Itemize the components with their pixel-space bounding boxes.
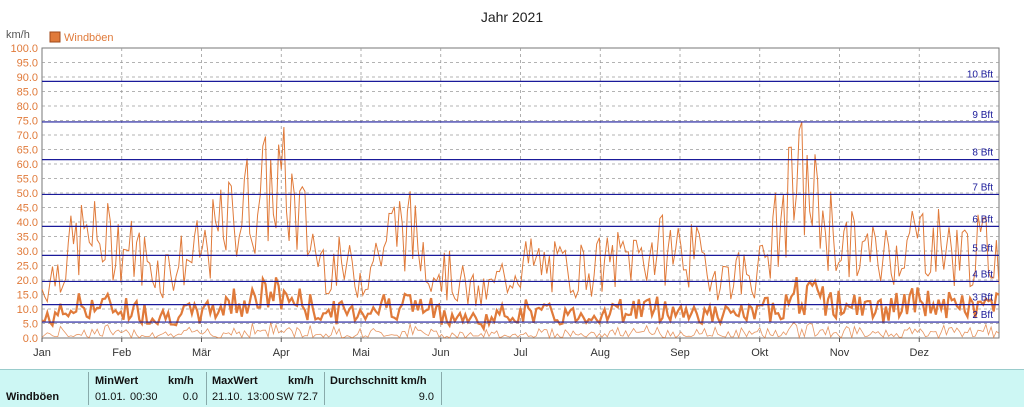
y-axis-unit: km/h [6,29,30,41]
beaufort-label: 10 Bft [967,69,993,80]
max-value: 72.7 [296,391,318,403]
y-tick-label: 0.0 [23,333,38,345]
y-tick-label: 80.0 [17,101,38,113]
beaufort-label: 2 Bft [972,310,993,321]
y-tick-label: 40.0 [17,217,38,229]
x-tick-label: Mai [352,347,370,359]
series-line-max [41,121,1000,307]
x-tick-label: Aug [590,347,610,359]
y-tick-label: 50.0 [17,188,38,200]
y-tick-label: 75.0 [17,116,38,128]
min-date: 01.01. [95,391,126,403]
x-tick-label: Jan [33,347,51,359]
x-tick-label: Jun [432,347,450,359]
y-tick-label: 55.0 [17,174,38,186]
avg-header: Durchschnitt km/h [330,375,427,387]
beaufort-label: 8 Bft [972,148,993,159]
min-value: 0.0 [182,391,198,403]
beaufort-label: 6 Bft [972,214,993,225]
y-tick-label: 30.0 [17,246,38,258]
max-unit: km/h [288,375,314,387]
y-tick-label: 15.0 [17,290,38,302]
y-tick-label: 90.0 [17,72,38,84]
max-time: 13:00 [247,391,275,403]
x-tick-label: Apr [273,347,290,359]
beaufort-label: 9 Bft [972,110,993,121]
chart-title: Jahr 2021 [481,9,543,25]
stats-divider [441,372,442,405]
x-tick-label: Dez [909,347,929,359]
beaufort-label: 4 Bft [972,269,993,280]
beaufort-label: 5 Bft [972,243,993,254]
max-date: 21.10. [212,391,243,403]
y-tick-label: 85.0 [17,87,38,99]
x-tick-label: Sep [670,347,690,359]
min-header: MinWert [95,375,139,387]
x-tick-label: Nov [830,347,850,359]
y-tick-label: 25.0 [17,261,38,273]
y-tick-label: 20.0 [17,275,38,287]
x-tick-label: Okt [751,347,768,359]
y-tick-label: 95.0 [17,58,38,70]
beaufort-label: 7 Bft [972,182,993,193]
stats-divider [88,372,89,405]
plot-area: 0.0 5.0 10.0 15.0 20.0 25.0 30.0 35.0 40.0 45.0 50… [10,43,1000,359]
x-tick-label: Feb [112,347,131,359]
series-line-min [41,321,1000,340]
wind-gust-chart: Jahr 2021 km/h Windböen 0.0 5.0 10.0 15.0 20… [6,9,1000,359]
y-tick-label: 5.0 [23,319,38,331]
x-tick-label: Mär [192,347,211,359]
max-header: MaxWert [212,375,258,387]
avg-value: 9.0 [418,391,434,403]
y-tick-label: 65.0 [17,145,38,157]
y-tick-label: 60.0 [17,159,38,171]
min-time: 00:30 [130,391,158,403]
series-line-mean [41,274,1000,332]
min-unit: km/h [168,375,194,387]
x-tick-label: Jul [513,347,527,359]
y-tick-label: 70.0 [17,130,38,142]
stats-divider [324,372,325,405]
max-direction: SW [276,391,294,403]
stats-bar: Windböen MinWert km/h 01.01. 00:30 0.0 M… [0,369,1024,407]
stats-row-label: Windböen [6,391,60,403]
y-tick-label: 35.0 [17,232,38,244]
y-tick-label: 100.0 [10,43,38,55]
legend-swatch [49,31,61,43]
legend-label: Windböen [64,32,114,44]
y-tick-label: 45.0 [17,203,38,215]
y-tick-label: 10.0 [17,304,38,316]
beaufort-label: 3 Bft [972,293,993,304]
stats-divider [206,372,207,405]
